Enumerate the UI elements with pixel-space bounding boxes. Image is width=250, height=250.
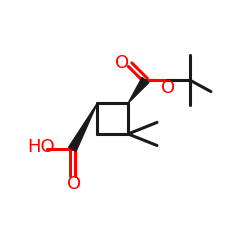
Text: O: O [162,79,175,97]
Polygon shape [68,103,97,151]
Text: O: O [115,54,130,72]
Polygon shape [128,78,149,103]
Text: O: O [67,175,81,193]
Text: HO: HO [28,138,55,156]
